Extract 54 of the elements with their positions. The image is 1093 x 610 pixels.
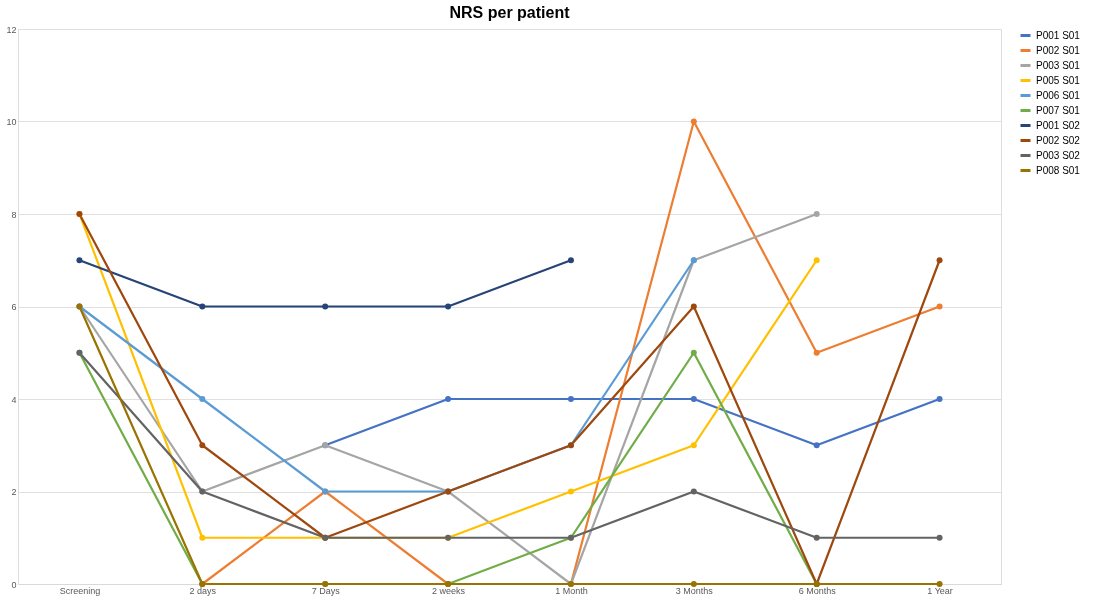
- point: [567, 488, 574, 495]
- x-tick-label: 3 Months: [675, 585, 714, 596]
- y-tick-label: 4: [11, 394, 17, 405]
- point: [690, 396, 697, 402]
- point: [690, 442, 697, 449]
- point: [936, 396, 943, 402]
- legend-label: P002 S01: [1036, 44, 1081, 56]
- legend-label: P005 S01: [1036, 74, 1081, 86]
- x-tick-label: 1 Year: [927, 585, 953, 596]
- point: [936, 534, 943, 541]
- point: [199, 442, 206, 449]
- point: [690, 581, 697, 587]
- y-tick-label: 0: [11, 579, 17, 590]
- legend-label: P003 S01: [1036, 59, 1081, 71]
- point: [936, 303, 943, 310]
- point: [199, 396, 206, 402]
- legend-label: P001 S01: [1036, 29, 1081, 41]
- legend-label: P003 S02: [1036, 149, 1081, 161]
- point: [813, 349, 820, 356]
- point: [936, 257, 943, 264]
- point: [76, 257, 83, 264]
- point: [199, 534, 206, 541]
- point: [567, 257, 574, 264]
- point: [813, 211, 820, 217]
- legend-label: P007 S01: [1036, 104, 1081, 116]
- point: [199, 303, 206, 310]
- y-tick-label: 6: [11, 302, 17, 312]
- point: [813, 257, 820, 264]
- y-tick-label: 10: [6, 117, 17, 127]
- legend-label: P001 S02: [1036, 119, 1081, 131]
- x-tick-label: 2 days: [189, 585, 217, 596]
- legend-label: P008 S01: [1036, 164, 1081, 176]
- x-tick-label: 7 Days: [311, 585, 341, 596]
- point: [690, 118, 697, 125]
- legend-label: P002 S02: [1036, 134, 1081, 146]
- point: [567, 396, 574, 402]
- x-tick-label: 1 Month: [555, 585, 588, 596]
- point: [322, 303, 329, 310]
- point: [690, 488, 697, 495]
- point: [445, 396, 452, 402]
- legend-label: P006 S01: [1036, 89, 1081, 101]
- chart-title: NRS per patient: [449, 4, 571, 21]
- x-tick-label: 2 weeks: [432, 585, 466, 596]
- point: [445, 303, 452, 310]
- y-tick-label: 12: [6, 24, 17, 35]
- point: [936, 581, 943, 587]
- point: [690, 303, 697, 310]
- x-tick-label: Screening: [59, 585, 101, 596]
- point: [813, 442, 820, 449]
- y-tick-label: 8: [11, 209, 17, 220]
- point: [690, 349, 697, 356]
- x-tick-label: 6 Months: [798, 585, 837, 596]
- point: [813, 534, 820, 541]
- y-tick-label: 2: [11, 487, 17, 497]
